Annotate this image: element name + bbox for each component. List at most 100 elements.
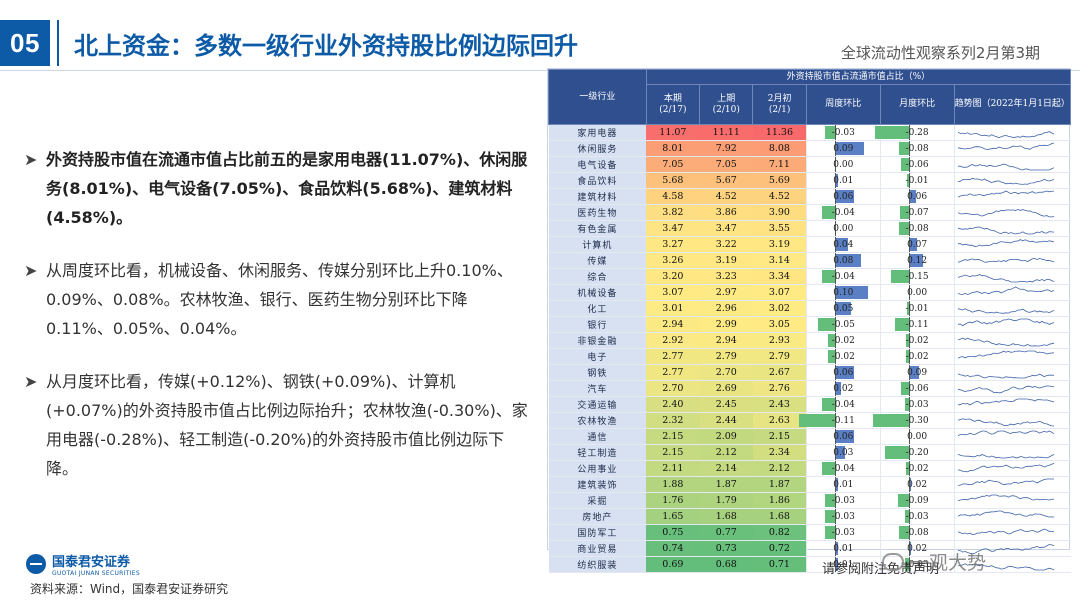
value-cell-feb: 7.11 [752,156,807,173]
change-bar [834,382,842,395]
table-row: 食品饮料 5.68 5.67 5.69 0.01 -0.01 [548,172,1071,189]
col-header: 2月初 (2/1) [752,84,807,125]
change-cell-wk: -0.04 [805,460,881,477]
title-divider [57,20,59,66]
change-value: 0.00 [833,159,854,170]
industry-name: 轻工制造 [548,444,647,461]
change-value: 0.06 [833,431,854,442]
table-row: 化工 3.01 2.96 3.02 0.05 -0.01 [548,300,1071,317]
change-value: -0.04 [831,399,855,410]
value-cell-feb: 3.07 [752,284,807,301]
page-title: 北上资金：多数一级行业外资持股比例边际回升 [74,32,578,60]
value-cell-prev: 2.09 [699,428,753,445]
value-cell-feb: 2.12 [752,460,807,477]
change-value: -0.03 [831,495,855,506]
trend-sparkline [953,348,1071,365]
value-cell-feb: 2.15 [752,428,807,445]
industry-name: 化工 [548,300,647,317]
table-row: 通信 2.15 2.09 2.15 0.06 0.00 [548,428,1071,445]
change-cell-mo: -0.01 [879,300,955,317]
change-cell-mo: -0.06 [879,380,955,397]
change-cell-wk: -0.03 [805,508,881,525]
change-cell-wk: 0.06 [805,188,881,205]
trend-sparkline [953,380,1071,397]
change-bar [825,126,835,139]
arrow-icon: ➤ [24,261,38,280]
section-number: 05 [0,20,50,66]
change-cell-mo: -0.03 [879,508,955,525]
value-cell-cur: 1.88 [646,476,700,493]
value-cell-prev: 2.94 [699,332,753,349]
change-cell-mo: -0.08 [879,220,955,237]
table-row: 建筑材料 4.58 4.52 4.52 0.06 0.06 [548,188,1071,205]
change-value: -0.15 [905,271,929,282]
change-value: 0.08 [833,255,854,266]
change-cell-wk: 0.04 [805,236,881,253]
change-value: 0.09 [907,367,928,378]
change-cell-mo: -0.07 [879,204,955,221]
value-cell-cur: 11.07 [646,124,700,141]
industry-name: 公用事业 [548,460,647,477]
group-header: 外资持股市值占流通市值占比（%） [645,69,1072,85]
change-cell-wk: 0.01 [805,540,881,557]
change-bar [818,318,835,331]
change-value: 0.01 [833,559,854,570]
change-bar [834,190,855,203]
table-row: 医药生物 3.82 3.86 3.90 -0.04 -0.07 [548,204,1071,221]
change-value: -0.04 [831,271,855,282]
change-cell-wk: 0.06 [805,364,881,381]
change-cell-mo: -0.15 [879,268,955,285]
value-cell-prev: 2.99 [699,316,753,333]
arrow-icon: ➤ [24,372,38,391]
industry-name: 非银金融 [548,332,647,349]
watermark-text: 一观大势 [910,552,987,574]
value-cell-feb: 2.34 [752,444,807,461]
industry-name: 通信 [548,428,647,445]
change-bar [834,558,839,571]
change-value: 0.01 [833,175,854,186]
logo-text-cn: 国泰君安证券 [52,555,131,570]
value-cell-feb: 4.52 [752,188,807,205]
value-cell-feb: 3.19 [752,236,807,253]
header-rule [0,70,1080,71]
change-value: -0.20 [905,447,929,458]
value-cell-feb: 2.67 [752,364,807,381]
trend-sparkline [953,204,1071,221]
value-cell-prev: 3.23 [699,268,753,285]
trend-sparkline [953,124,1071,141]
change-value: -0.03 [831,127,855,138]
change-bar [906,334,909,347]
bullet-item: ➤ 外资持股市值在流通市值占比前五的是家用电器(11.07%)、休闲服务(8.0… [24,145,530,232]
value-cell-cur: 2.70 [646,380,700,397]
value-cell-cur: 1.76 [646,492,700,509]
change-value: -0.09 [905,495,929,506]
wechat-icon [882,552,904,571]
change-value: -0.03 [905,559,929,570]
change-cell-mo: -0.20 [879,444,955,461]
value-cell-cur: 2.94 [646,316,700,333]
change-cell-mo: -0.02 [879,460,955,477]
value-cell-cur: 8.01 [646,140,700,157]
change-value: -0.03 [905,399,929,410]
value-cell-cur: 3.07 [646,284,700,301]
change-cell-mo: 0.00 [879,284,955,301]
value-cell-feb: 3.90 [752,204,807,221]
change-bar [899,142,909,155]
trend-sparkline [953,364,1071,381]
value-cell-cur: 1.65 [646,508,700,525]
change-cell-mo: 0.02 [879,476,955,493]
value-cell-prev: 2.14 [699,460,753,477]
change-bar [821,462,835,475]
value-cell-cur: 2.77 [646,348,700,365]
value-cell-prev: 2.45 [699,396,753,413]
bullet-text: 外资持股市值在流通市值占比前五的是家用电器(11.07%)、休闲服务(8.01%… [46,150,528,227]
industry-name: 医药生物 [548,204,647,221]
change-cell-wk: -0.04 [805,396,881,413]
table-row: 计算机 3.27 3.22 3.19 0.04 0.07 [548,236,1071,253]
holdings-table: 一级行业 外资持股市值占流通市值占比（%） 本期 (2/17) 上期 (2/10)… [547,68,1072,573]
value-cell-cur: 3.26 [646,252,700,269]
logo-icon [26,554,46,574]
change-bar [901,382,909,395]
col-header-industry: 一级行业 [548,69,647,125]
bullet-text: 从周度环比看，机械设备、休闲服务、传媒分别环比上升0.10%、0.09%、0.0… [46,261,513,338]
